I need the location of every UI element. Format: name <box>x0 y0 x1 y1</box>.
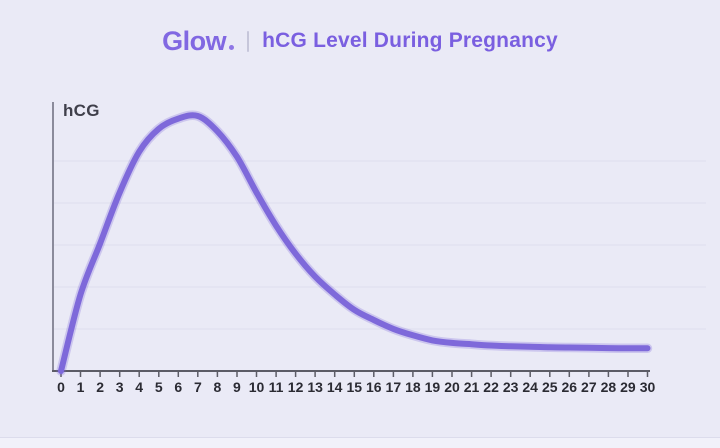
y-axis-label: hCG <box>63 101 100 120</box>
horizontal-gridlines <box>53 160 706 330</box>
hcg-curve <box>58 112 651 374</box>
bottom-strip <box>0 437 720 448</box>
page-title: hCG Level During Pregnancy <box>262 29 558 52</box>
glow-logo-text: Glow <box>162 25 227 56</box>
x-axis-ticks <box>60 371 649 377</box>
header-divider <box>247 30 250 52</box>
glow-logo: Glow <box>162 25 235 57</box>
header: Glow hCG Level During Pregnancy <box>0 24 720 58</box>
hcg-curve-glow <box>56 110 653 376</box>
logo-trademark-dot-icon <box>229 44 235 50</box>
